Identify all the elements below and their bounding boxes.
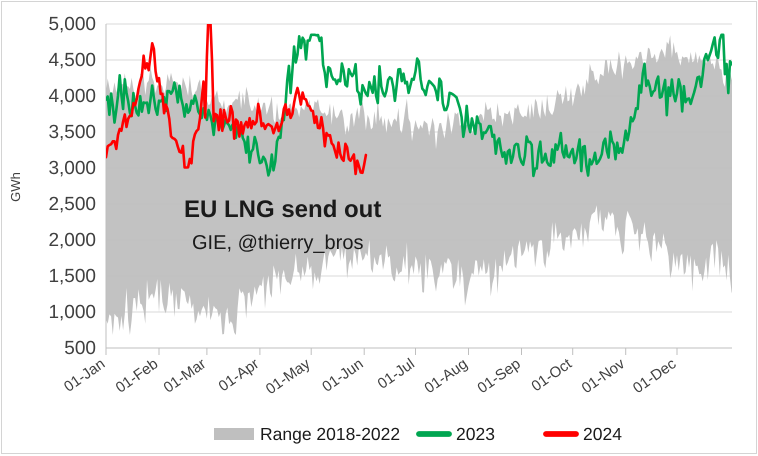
svg-text:EU LNG send out: EU LNG send out bbox=[184, 196, 381, 223]
svg-text:01-Apr: 01-Apr bbox=[216, 355, 263, 395]
svg-text:2024: 2024 bbox=[583, 424, 622, 444]
svg-text:01-Oct: 01-Oct bbox=[528, 355, 575, 395]
svg-text:4,500: 4,500 bbox=[48, 50, 96, 71]
svg-text:GIE, @thierry_bros: GIE, @thierry_bros bbox=[192, 232, 363, 254]
svg-text:4,000: 4,000 bbox=[48, 86, 96, 107]
svg-text:01-Jul: 01-Jul bbox=[375, 355, 418, 392]
svg-text:500: 500 bbox=[64, 338, 96, 359]
svg-text:3,000: 3,000 bbox=[48, 158, 96, 179]
svg-text:Range 2018-2022: Range 2018-2022 bbox=[260, 424, 400, 444]
svg-text:01-Aug: 01-Aug bbox=[421, 355, 470, 397]
svg-text:5,000: 5,000 bbox=[48, 14, 96, 35]
svg-text:1,000: 1,000 bbox=[48, 302, 96, 323]
svg-text:01-May: 01-May bbox=[263, 355, 314, 398]
svg-text:1,500: 1,500 bbox=[48, 266, 96, 287]
svg-text:01-Sep: 01-Sep bbox=[474, 355, 523, 397]
svg-text:01-Dec: 01-Dec bbox=[630, 355, 680, 397]
svg-text:01-Jun: 01-Jun bbox=[319, 355, 366, 395]
svg-text:2023: 2023 bbox=[456, 424, 495, 444]
svg-text:2,500: 2,500 bbox=[48, 194, 96, 215]
svg-text:2,000: 2,000 bbox=[48, 230, 96, 251]
svg-text:3,500: 3,500 bbox=[48, 122, 96, 143]
svg-text:GWh: GWh bbox=[8, 172, 23, 202]
svg-text:01-Jan: 01-Jan bbox=[61, 355, 108, 395]
svg-text:01-Nov: 01-Nov bbox=[579, 355, 629, 397]
svg-text:01-Feb: 01-Feb bbox=[113, 355, 162, 396]
svg-text:01-Mar: 01-Mar bbox=[161, 355, 210, 396]
